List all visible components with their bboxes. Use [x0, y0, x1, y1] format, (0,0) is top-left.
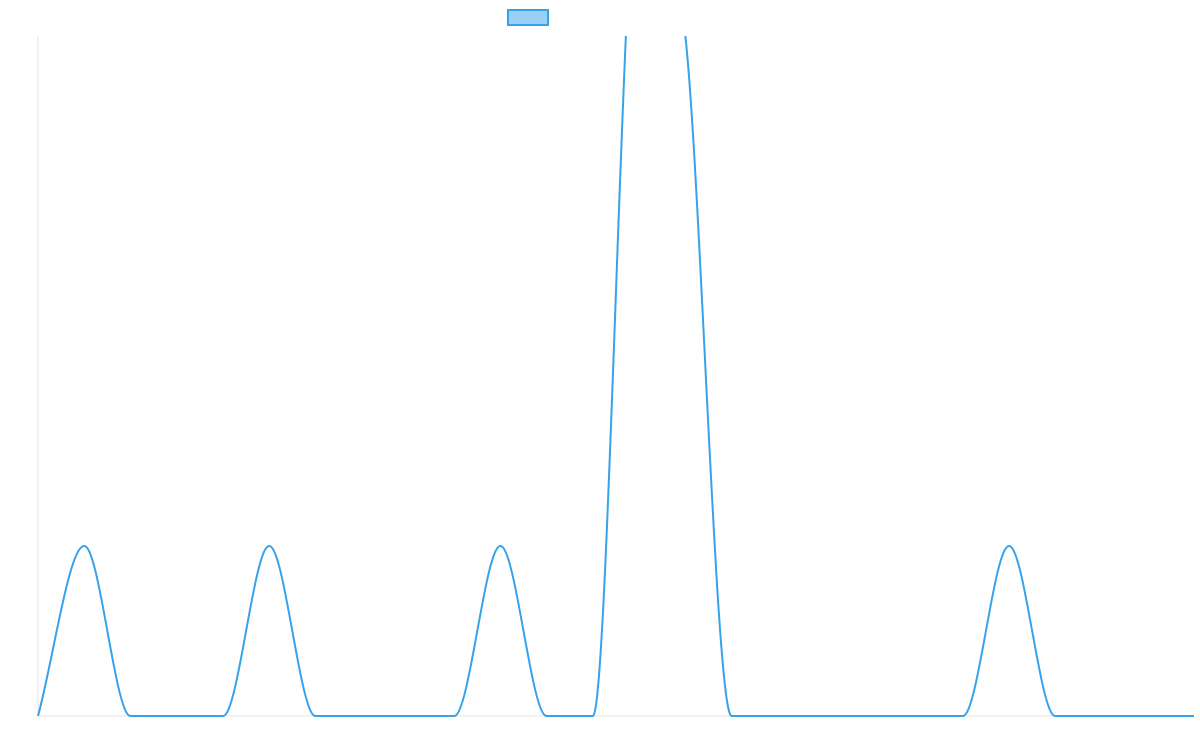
legend[interactable] — [507, 9, 549, 26]
series-line-0[interactable] — [37, 0, 1194, 717]
axes — [37, 36, 1194, 717]
series-layer — [37, 0, 1194, 717]
legend-swatch[interactable] — [507, 9, 549, 26]
